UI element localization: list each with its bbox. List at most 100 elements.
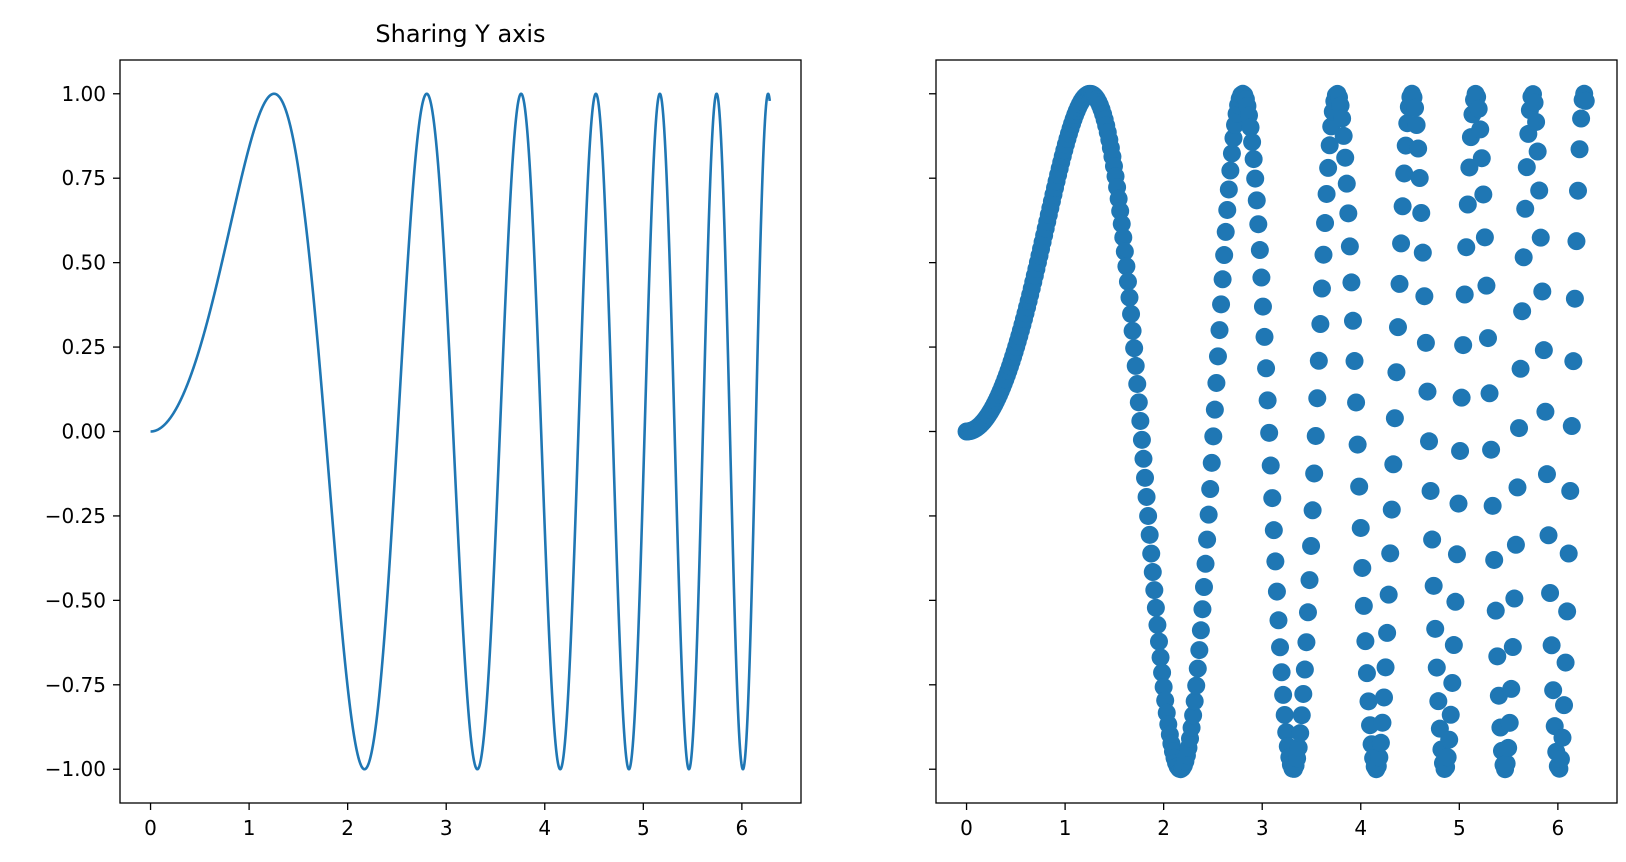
- scatter-point: [1443, 673, 1462, 692]
- scatter-point: [1191, 621, 1210, 640]
- scatter-point: [1541, 584, 1560, 602]
- y-tick-label: 0.25: [61, 335, 106, 359]
- x-tick-label: 3: [440, 816, 453, 840]
- scatter-point: [1196, 554, 1215, 573]
- scatter-point: [1201, 480, 1220, 499]
- scatter-point: [1218, 200, 1237, 219]
- scatter-point: [1359, 692, 1378, 711]
- scatter-point: [1472, 149, 1491, 168]
- scatter-point: [1142, 544, 1161, 563]
- scatter-point: [1257, 359, 1276, 378]
- scatter-point: [1438, 748, 1457, 767]
- x-tick-label: 0: [960, 816, 973, 840]
- scatter-point: [1385, 409, 1404, 428]
- left-x-axis: 0 1 2 3 4 5 6: [144, 803, 748, 840]
- scatter-point: [1114, 228, 1133, 247]
- scatter-point: [1128, 374, 1147, 393]
- scatter-point: [1204, 427, 1223, 446]
- scatter-point: [1243, 133, 1262, 152]
- scatter-point: [1294, 684, 1313, 703]
- scatter-point: [1488, 647, 1507, 666]
- scatter-point: [1146, 598, 1165, 617]
- scatter-point: [1551, 750, 1570, 769]
- scatter-point: [1413, 243, 1432, 262]
- scatter-point: [1353, 558, 1372, 577]
- scatter-point: [1387, 363, 1406, 382]
- scatter-point: [1311, 315, 1330, 334]
- scatter-point: [1320, 136, 1339, 155]
- scatter-point: [1339, 204, 1358, 223]
- scatter-point: [1244, 150, 1263, 169]
- scatter-point: [1348, 435, 1367, 454]
- scatter-point: [1274, 685, 1293, 704]
- scatter-point: [1527, 112, 1546, 131]
- scatter-point: [1272, 663, 1291, 682]
- scatter-point: [1222, 144, 1241, 163]
- scatter-point: [1455, 285, 1474, 304]
- scatter-point: [1376, 658, 1395, 677]
- series-line: [149, 92, 772, 771]
- x-tick-label: 6: [736, 816, 749, 840]
- scatter-point: [1260, 423, 1279, 442]
- scatter-point: [1261, 456, 1280, 475]
- scatter-point: [1395, 164, 1414, 183]
- scatter-point: [1409, 139, 1428, 158]
- x-tick-label: 4: [538, 816, 551, 840]
- scatter-point: [1534, 341, 1553, 360]
- scatter-point: [1129, 393, 1148, 412]
- scatter-point: [1537, 465, 1556, 484]
- scatter-point: [1241, 118, 1260, 137]
- scatter-point: [1342, 273, 1361, 292]
- x-tick-label: 2: [1157, 816, 1170, 840]
- x-tick-label: 1: [243, 816, 256, 840]
- scatter-point: [1193, 600, 1212, 619]
- scatter-point: [1125, 339, 1144, 358]
- scatter-point: [1213, 270, 1232, 289]
- scatter-point: [1303, 501, 1322, 520]
- scatter-point: [1343, 311, 1362, 330]
- scatter-point: [1510, 419, 1529, 438]
- x-tick-label: 0: [144, 816, 157, 840]
- scatter-series: [957, 84, 1595, 779]
- scatter-point: [1569, 181, 1587, 200]
- scatter-point: [1516, 199, 1535, 218]
- scatter-point: [1373, 713, 1392, 732]
- right-y-axis: [929, 93, 936, 770]
- scatter-point: [1153, 663, 1172, 682]
- scatter-point: [1423, 530, 1442, 549]
- scatter-point: [1350, 477, 1369, 496]
- scatter-point: [1503, 638, 1522, 657]
- scatter-point: [1185, 692, 1204, 711]
- scatter-point: [1480, 384, 1499, 403]
- scatter-point: [1298, 603, 1317, 622]
- left-axes: Sharing Y axis 0 1 2 3 4 5 6 1.00 0.75 0.50 0.25 0…: [45, 20, 802, 840]
- scatter-point: [1115, 242, 1134, 261]
- scatter-point: [1371, 733, 1390, 752]
- scatter-point: [1508, 478, 1527, 497]
- right-axes: 0 1 2 3 4 5 6: [929, 59, 1618, 840]
- scatter-point: [1426, 619, 1445, 638]
- scatter-point: [1482, 440, 1501, 459]
- scatter-point: [1418, 382, 1437, 401]
- scatter-point: [1382, 500, 1401, 519]
- scatter-point: [1337, 174, 1356, 193]
- scatter-point: [1208, 347, 1227, 366]
- y-tick-label: −0.75: [45, 673, 106, 697]
- x-tick-label: 5: [1453, 816, 1466, 840]
- scatter-point: [1410, 169, 1429, 188]
- scatter-point: [1271, 638, 1290, 657]
- scatter-point: [1514, 248, 1533, 267]
- scatter-point: [1345, 352, 1364, 371]
- scatter-point: [1132, 430, 1151, 449]
- scatter-point: [1458, 195, 1477, 214]
- x-tick-label: 4: [1354, 816, 1367, 840]
- right-x-axis: 0 1 2 3 4 5 6: [960, 803, 1564, 840]
- y-tick-label: 0.75: [61, 166, 106, 190]
- scatter-point: [1319, 158, 1338, 177]
- scatter-point: [1202, 453, 1221, 472]
- left-axes-frame: [119, 59, 802, 804]
- y-tick-label: −0.25: [45, 504, 106, 528]
- scatter-point: [1544, 681, 1563, 700]
- scatter-point: [1392, 234, 1411, 253]
